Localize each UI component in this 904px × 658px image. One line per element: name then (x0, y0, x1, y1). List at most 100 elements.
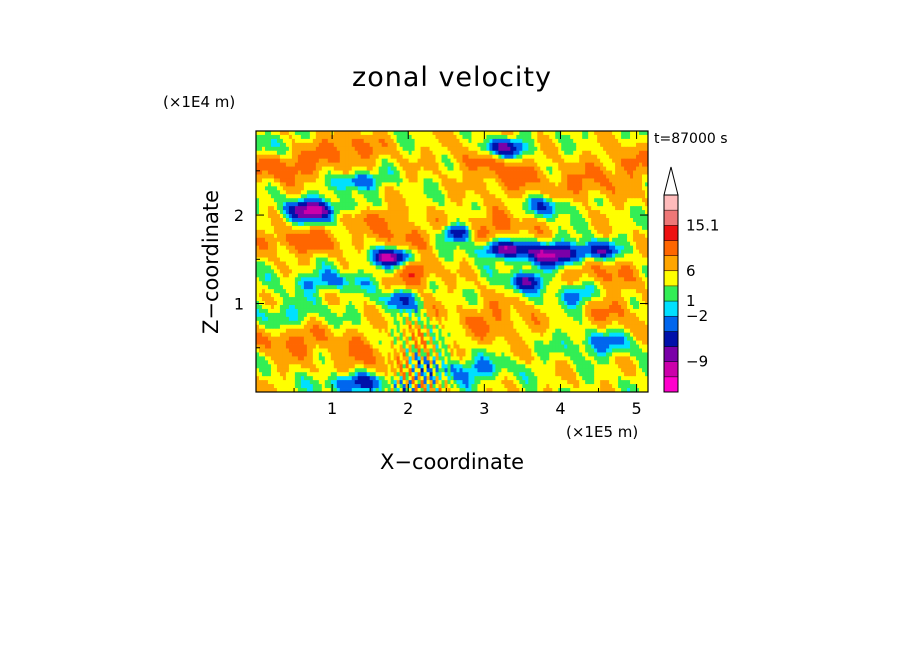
heatmap-cell (624, 273, 628, 278)
heatmap-cell (600, 245, 604, 251)
heatmap-cell (282, 229, 287, 235)
heatmap-cell (480, 142, 484, 148)
heatmap-cell (261, 170, 266, 175)
heatmap-cell (384, 225, 389, 231)
heatmap-cell (480, 170, 484, 175)
heatmap-cell (555, 225, 559, 231)
heatmap-cell (636, 237, 640, 243)
heatmap-cell (462, 214, 466, 219)
heatmap-cell (405, 214, 410, 219)
heatmap-cell (294, 245, 299, 251)
heatmap-cell (471, 150, 475, 156)
heatmap-cell (342, 154, 347, 160)
heatmap-cell (258, 210, 263, 215)
heatmap-cell (516, 273, 520, 278)
heatmap-cell (315, 170, 320, 175)
heatmap-cell (417, 277, 421, 282)
heatmap-cell (522, 233, 526, 239)
heatmap-cell (339, 221, 344, 227)
heatmap-cell (426, 245, 430, 251)
heatmap-cell (462, 253, 466, 258)
heatmap-cell (258, 277, 263, 282)
heatmap-cell (492, 277, 496, 282)
heatmap-cell (321, 273, 326, 278)
heatmap-cell (333, 166, 338, 171)
heatmap-cell (486, 190, 490, 195)
heatmap-cell (432, 257, 436, 262)
heatmap-cell (564, 214, 568, 219)
heatmap-cell (312, 253, 317, 258)
heatmap-cell (417, 194, 421, 199)
heatmap-cell (639, 202, 643, 207)
heatmap-cell (507, 206, 511, 211)
heatmap-cell (519, 218, 523, 223)
heatmap-cell (417, 206, 421, 211)
heatmap-cell (378, 166, 383, 171)
heatmap-cell (291, 162, 296, 167)
heatmap-cell (333, 150, 338, 156)
heatmap-cell (639, 182, 643, 187)
heatmap-cell (369, 245, 374, 251)
heatmap-cell (282, 261, 287, 266)
heatmap-cell (585, 190, 589, 195)
heatmap-cell (324, 225, 329, 231)
heatmap-cell (642, 178, 646, 183)
heatmap-cell (384, 162, 389, 167)
heatmap-cell (402, 218, 407, 223)
heatmap-cell (480, 198, 484, 203)
heatmap-cell (633, 131, 637, 136)
heatmap-cell (462, 178, 466, 183)
heatmap-cell (441, 166, 445, 171)
heatmap-cell (285, 158, 290, 164)
heatmap-cell (528, 190, 532, 195)
heatmap-cell (468, 277, 472, 282)
heatmap-cell (582, 198, 586, 203)
heatmap-cell (345, 170, 350, 175)
heatmap-cell (498, 261, 502, 266)
heatmap-cell (501, 237, 505, 243)
heatmap-cell (450, 162, 454, 167)
heatmap-cell (393, 233, 398, 239)
heatmap-cell (456, 249, 460, 254)
heatmap-cell (603, 174, 607, 179)
heatmap-cell (495, 277, 499, 282)
heatmap-cell (489, 154, 493, 160)
heatmap-cell (639, 225, 643, 231)
heatmap-cell (435, 138, 439, 144)
heatmap-cell (516, 261, 520, 266)
heatmap-cell (450, 269, 454, 274)
heatmap-cell (333, 237, 338, 243)
heatmap-cell (468, 229, 472, 235)
heatmap-cell (483, 237, 487, 243)
heatmap-cell (450, 273, 454, 278)
heatmap-cell (498, 198, 502, 203)
heatmap-cell (528, 265, 532, 270)
heatmap-cell (384, 166, 389, 171)
heatmap-cell (474, 214, 478, 219)
heatmap-cell (459, 170, 463, 175)
heatmap-cell (525, 229, 529, 235)
heatmap-cell (477, 178, 481, 183)
heatmap-cell (495, 146, 499, 152)
heatmap-cell (342, 190, 347, 195)
heatmap-cell (528, 225, 532, 231)
heatmap-cell (324, 162, 329, 167)
heatmap-cell (375, 225, 380, 231)
heatmap-cell (294, 206, 299, 211)
heatmap-cell (288, 257, 293, 262)
heatmap-cell (537, 142, 541, 148)
heatmap-cell (645, 146, 649, 152)
heatmap-cell (273, 146, 278, 152)
heatmap-cell (606, 214, 610, 219)
heatmap-cell (636, 202, 640, 207)
heatmap-cell (495, 158, 499, 164)
heatmap-cell (360, 142, 365, 148)
heatmap-cell (363, 198, 368, 203)
heatmap-cell (558, 273, 562, 278)
heatmap-cell (432, 277, 436, 282)
heatmap-cell (294, 194, 299, 199)
heatmap-cell (357, 142, 362, 148)
heatmap-cell (444, 265, 448, 270)
heatmap-cell (438, 131, 442, 136)
heatmap-cell (618, 182, 622, 187)
